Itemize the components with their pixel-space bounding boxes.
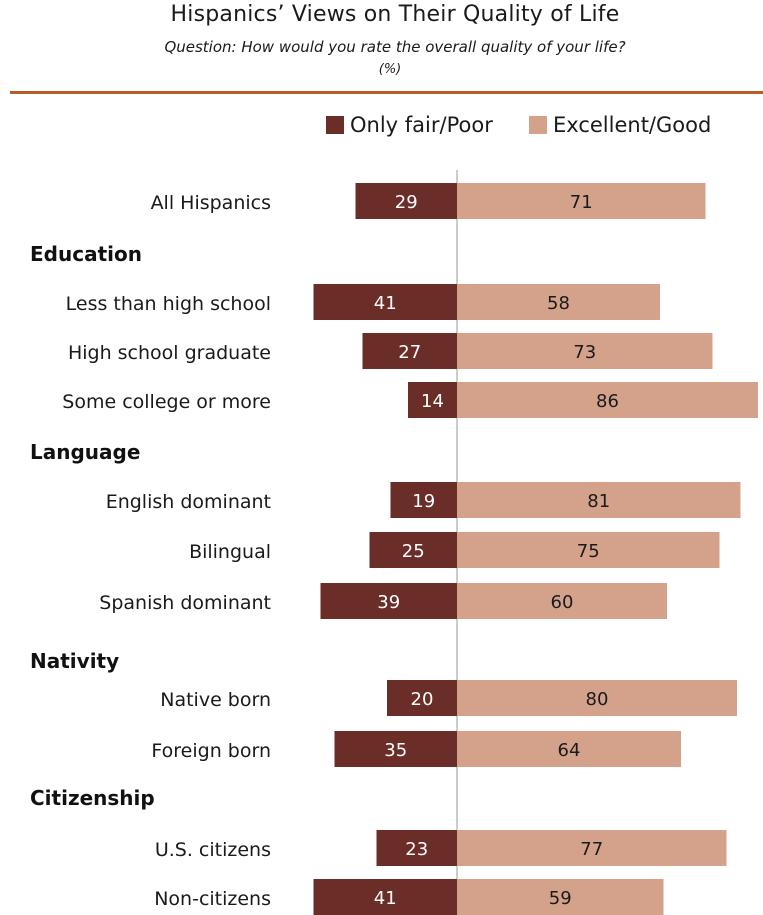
chart-title: Hispanics’ Views on Their Quality of Lif…: [170, 2, 620, 27]
bar-excellent-good-all-hispanics: [457, 183, 706, 219]
group-label-education: Education: [30, 242, 142, 266]
value-only-fair-poor-english-dominant: 19: [412, 491, 435, 512]
value-excellent-good-u-s-citizens: 77: [580, 839, 603, 860]
value-only-fair-poor-u-s-citizens: 23: [405, 839, 428, 860]
value-excellent-good-english-dominant: 81: [587, 491, 610, 512]
row-label-foreign-born: Foreign born: [151, 740, 271, 762]
row-label-non-citizens: Non-citizens: [154, 888, 271, 910]
value-excellent-good-less-than-high-school: 58: [547, 293, 570, 314]
bar-only-fair-poor-foreign-born: [334, 731, 457, 767]
value-excellent-good-spanish-dominant: 60: [551, 592, 574, 613]
bar-excellent-good-some-college-or-more: [457, 382, 758, 418]
chart-subtitle: Question: How would you rate the overall…: [164, 38, 626, 56]
bar-only-fair-poor-u-s-citizens: [376, 830, 457, 866]
bar-excellent-good-foreign-born: [457, 731, 681, 767]
bar-only-fair-poor-english-dominant: [390, 482, 457, 518]
legend: Only fair/Poor Excellent/Good: [0, 113, 763, 143]
row-label-all-hispanics: All Hispanics: [151, 192, 271, 214]
row-label-high-school-graduate: High school graduate: [68, 342, 271, 364]
value-excellent-good-some-college-or-more: 86: [596, 391, 619, 412]
bar-excellent-good-high-school-graduate: [457, 333, 713, 369]
value-excellent-good-all-hispanics: 71: [570, 192, 593, 213]
bar-excellent-good-u-s-citizens: [457, 830, 727, 866]
row-label-bilingual: Bilingual: [189, 541, 271, 563]
bar-only-fair-poor-some-college-or-more: [408, 382, 457, 418]
value-excellent-good-non-citizens: 59: [549, 888, 572, 909]
bar-excellent-good-non-citizens: [457, 879, 664, 915]
legend-item-only-fair-poor: Only fair/Poor: [326, 113, 493, 137]
value-excellent-good-bilingual: 75: [577, 541, 600, 562]
row-label-less-than-high-school: Less than high school: [66, 293, 271, 315]
value-excellent-good-high-school-graduate: 73: [573, 342, 596, 363]
row-label-english-dominant: English dominant: [106, 491, 271, 513]
bar-only-fair-poor-native-born: [387, 680, 457, 716]
title-rule: [10, 91, 763, 94]
legend-swatch-only-fair-poor: [326, 116, 344, 134]
chart-unit: (%): [378, 62, 402, 77]
value-only-fair-poor-foreign-born: 35: [384, 740, 407, 761]
row-label-some-college-or-more: Some college or more: [62, 391, 271, 413]
bar-only-fair-poor-all-hispanics: [355, 183, 457, 219]
value-only-fair-poor-some-college-or-more: 14: [421, 391, 444, 412]
bar-excellent-good-bilingual: [457, 532, 720, 568]
value-only-fair-poor-bilingual: 25: [402, 541, 425, 562]
value-only-fair-poor-all-hispanics: 29: [395, 192, 418, 213]
value-only-fair-poor-spanish-dominant: 39: [377, 592, 400, 613]
value-only-fair-poor-native-born: 20: [411, 689, 434, 710]
group-label-citizenship: Citizenship: [30, 786, 155, 810]
value-excellent-good-native-born: 80: [586, 689, 609, 710]
bar-only-fair-poor-non-citizens: [313, 879, 457, 915]
value-only-fair-poor-less-than-high-school: 41: [374, 293, 397, 314]
bar-excellent-good-spanish-dominant: [457, 583, 667, 619]
row-label-native-born: Native born: [160, 689, 271, 711]
bar-excellent-good-english-dominant: [457, 482, 741, 518]
group-label-nativity: Nativity: [30, 649, 119, 673]
bar-only-fair-poor-less-than-high-school: [313, 284, 457, 320]
legend-label-only-fair-poor: Only fair/Poor: [350, 113, 493, 137]
bar-excellent-good-less-than-high-school: [457, 284, 660, 320]
group-label-language: Language: [30, 440, 140, 464]
legend-swatch-excellent-good: [529, 116, 547, 134]
value-only-fair-poor-high-school-graduate: 27: [398, 342, 421, 363]
legend-label-excellent-good: Excellent/Good: [553, 113, 712, 137]
bar-only-fair-poor-bilingual: [369, 532, 457, 568]
bar-only-fair-poor-spanish-dominant: [320, 583, 457, 619]
value-excellent-good-foreign-born: 64: [558, 740, 581, 761]
bar-excellent-good-native-born: [457, 680, 737, 716]
row-label-spanish-dominant: Spanish dominant: [99, 592, 271, 614]
bar-only-fair-poor-high-school-graduate: [362, 333, 457, 369]
legend-item-excellent-good: Excellent/Good: [529, 113, 711, 137]
value-only-fair-poor-non-citizens: 41: [374, 888, 397, 909]
row-label-u-s-citizens: U.S. citizens: [155, 839, 271, 861]
